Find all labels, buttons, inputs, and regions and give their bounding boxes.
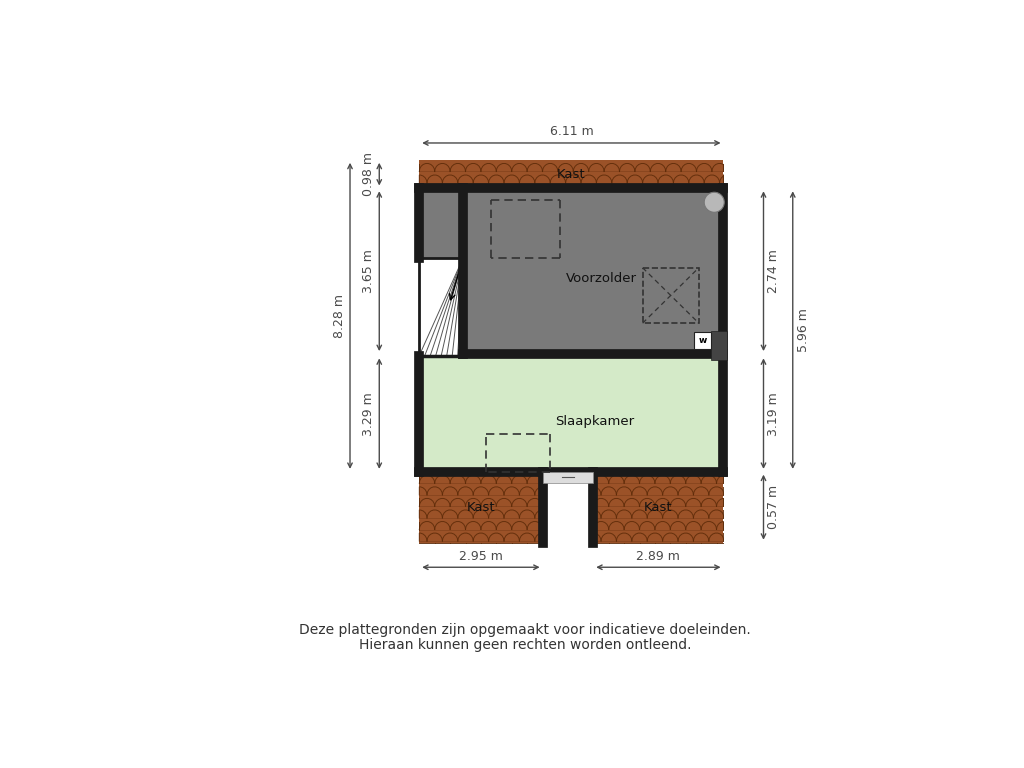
Bar <box>543 472 593 482</box>
Text: Slaapkamer: Slaapkamer <box>555 415 634 428</box>
Text: Kast: Kast <box>644 501 673 514</box>
Text: 3.29 m: 3.29 m <box>362 392 376 435</box>
Bar <box>593 472 724 543</box>
Bar <box>419 472 543 543</box>
Circle shape <box>705 192 724 212</box>
Bar <box>419 188 724 354</box>
Text: 2.95 m: 2.95 m <box>459 550 503 563</box>
Text: Voorzolder: Voorzolder <box>565 273 637 286</box>
Text: 3.19 m: 3.19 m <box>767 392 780 435</box>
Text: Kast: Kast <box>467 501 496 514</box>
Bar <box>419 258 463 356</box>
Text: w: w <box>698 336 707 346</box>
Bar <box>419 356 724 472</box>
Text: 2.89 m: 2.89 m <box>637 550 680 563</box>
Text: 2.74 m: 2.74 m <box>767 250 780 293</box>
Text: 6.11 m: 6.11 m <box>550 125 593 138</box>
Bar <box>419 160 724 188</box>
Bar <box>643 268 698 323</box>
Text: Deze plattegronden zijn opgemaakt voor indicatieve doeleinden.: Deze plattegronden zijn opgemaakt voor i… <box>299 623 751 637</box>
Text: 0.98 m: 0.98 m <box>362 152 376 196</box>
Bar <box>711 331 727 360</box>
Text: 3.65 m: 3.65 m <box>362 250 376 293</box>
Text: 8.28 m: 8.28 m <box>333 294 346 338</box>
Text: Kast: Kast <box>557 167 586 180</box>
Text: 5.96 m: 5.96 m <box>797 308 810 352</box>
Text: Hieraan kunnen geen rechten worden ontleend.: Hieraan kunnen geen rechten worden ontle… <box>358 638 691 652</box>
Bar <box>694 333 711 349</box>
Text: 0.57 m: 0.57 m <box>767 485 780 529</box>
